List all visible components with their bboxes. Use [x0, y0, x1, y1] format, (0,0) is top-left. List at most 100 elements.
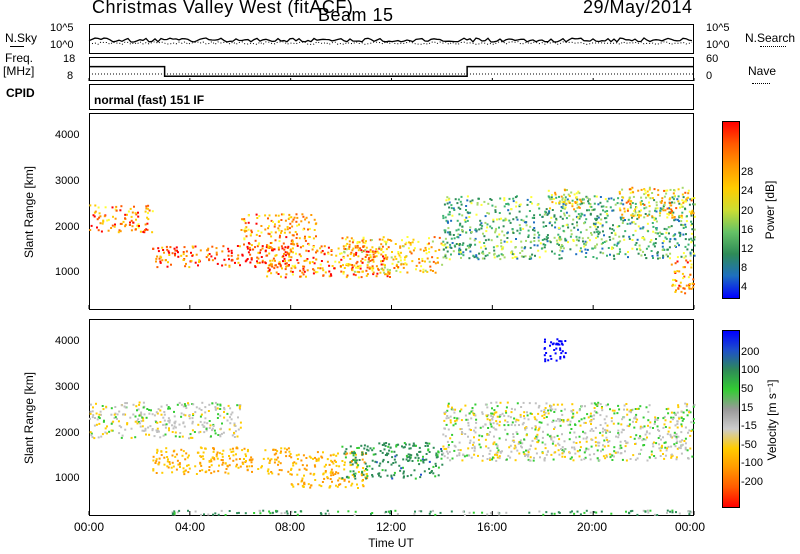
velocity-cell — [371, 474, 374, 476]
velocity-cell — [205, 427, 208, 430]
power-cell — [103, 215, 106, 218]
velocity-cell — [676, 423, 679, 425]
velocity-cell — [393, 474, 396, 477]
power-cell — [372, 251, 375, 254]
velocity-cell — [534, 418, 537, 421]
velocity-cell — [490, 415, 493, 417]
velocity-cell — [589, 429, 592, 432]
velocity-cell — [521, 446, 523, 449]
velocity-cell — [152, 468, 155, 471]
velocity-cell — [664, 446, 667, 449]
power-cell — [622, 196, 625, 199]
velocity-cell — [529, 412, 532, 415]
power-cell — [373, 255, 376, 258]
velocity-cell — [459, 449, 462, 452]
power-cell — [681, 193, 684, 196]
power-cell — [450, 204, 453, 207]
velocity-cell — [225, 468, 228, 470]
power-cell — [434, 250, 437, 253]
velocity-cell — [362, 485, 365, 488]
power-cell — [481, 224, 484, 227]
power-cell — [409, 250, 412, 253]
power-cell — [302, 245, 305, 248]
velocity-cell — [510, 450, 513, 453]
velocity-cell — [496, 415, 499, 418]
velocity-ytick-1000: 1000 — [55, 472, 80, 484]
power-cell — [198, 261, 200, 263]
velocity-cell — [639, 405, 642, 408]
velocity-cell — [208, 466, 211, 468]
power-cell — [678, 284, 681, 287]
power-cell — [467, 246, 470, 249]
velocity-cell — [504, 428, 507, 431]
velocity-cell — [674, 413, 677, 416]
velocity-cell — [545, 352, 548, 354]
velocity-cell — [542, 430, 544, 433]
power-cell — [355, 251, 358, 254]
power-cell — [364, 242, 367, 245]
velocity-cell — [570, 428, 573, 430]
velocity-cell — [168, 427, 170, 430]
velocity-cell — [550, 341, 553, 344]
velocity-cell — [496, 456, 499, 459]
velocity-cell — [149, 425, 152, 428]
power-cell — [653, 219, 656, 221]
velocity-cell — [468, 412, 471, 415]
power-cell — [503, 205, 506, 208]
power-cell — [261, 261, 264, 264]
velocity-cell — [208, 403, 211, 406]
velocity-cell — [441, 463, 444, 466]
velocity-cell — [681, 439, 684, 442]
power-cell — [450, 237, 453, 240]
velocity-cell — [420, 459, 422, 462]
velocity-cell — [156, 449, 159, 452]
velocity-cell — [383, 443, 386, 446]
power-cell — [283, 257, 286, 260]
velocity-cell — [385, 442, 388, 444]
velocity-cell — [316, 451, 319, 454]
power-cell — [288, 231, 291, 234]
velocity-cell — [686, 403, 689, 406]
power-cell — [136, 224, 139, 227]
velocity-cell — [534, 428, 537, 431]
velocity-cell — [167, 466, 170, 469]
power-cell — [693, 283, 695, 286]
velocity-cell — [447, 444, 450, 446]
power-cell — [505, 203, 508, 205]
velocity-cell — [572, 409, 575, 412]
velocity-cell — [174, 455, 177, 458]
velocity-cell — [601, 448, 604, 451]
velocity-cell — [372, 447, 375, 450]
velocity-cell — [366, 475, 369, 478]
velocity-cell — [568, 452, 571, 455]
velocity-cell — [228, 428, 231, 431]
power-cell — [679, 235, 682, 238]
power-cell — [611, 209, 614, 212]
freq-tick-high: 18 — [63, 53, 76, 65]
power-cell — [500, 253, 503, 256]
velocity-cell — [613, 412, 616, 415]
velocity-cell — [213, 429, 216, 432]
velocity-cell — [521, 423, 524, 426]
velocity-cell — [353, 450, 356, 453]
power-cell — [609, 227, 611, 230]
power-cell — [672, 283, 674, 286]
velocity-cell — [194, 465, 197, 468]
power-cell — [227, 254, 230, 257]
power-cell — [687, 192, 690, 195]
velocity-cell — [167, 419, 170, 422]
power-ytick-4000: 4000 — [55, 129, 80, 141]
velocity-cell — [226, 412, 229, 415]
velocity-cell — [446, 409, 449, 412]
power-cell — [651, 216, 654, 219]
power-cell — [567, 241, 569, 244]
power-cell — [295, 237, 298, 239]
power-cell — [557, 233, 560, 236]
velocity-cell — [561, 446, 564, 449]
power-cell — [672, 198, 675, 201]
velocity-cell — [680, 431, 683, 434]
power-cell — [106, 219, 109, 222]
velocity-cell — [338, 483, 340, 486]
velocity-cell — [669, 510, 672, 513]
